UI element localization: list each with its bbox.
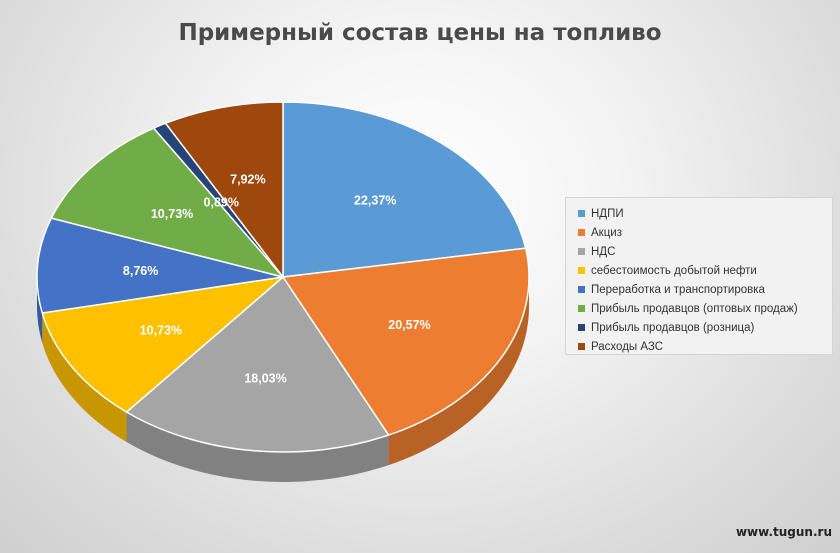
legend-label: Прибыль продавцов (розница)	[591, 321, 755, 334]
legend-swatch	[578, 229, 585, 236]
slice-side-переработка-и-транспортировка	[37, 277, 43, 344]
legend-item-прибыль-продавцов-оптовых-продаж: Прибыль продавцов (оптовых продаж)	[578, 299, 832, 318]
data-label-себестоимость-добытой-нефти: 10,73%	[140, 324, 182, 338]
legend-label: НДС	[591, 245, 616, 258]
slice-себестоимость-добытой-нефти	[41, 276, 284, 413]
legend-swatch	[578, 210, 585, 217]
pie-data-labels: 22,37% 20,57% 18,03% 10,73% 8,76% 10,73% 0,89%…	[123, 173, 431, 386]
legend-label: НДПИ	[591, 207, 624, 220]
slice-прибыль-продавцов-оптовых-продаж	[50, 127, 284, 278]
chart-title: Примерный состав цены на топливо	[178, 20, 662, 46]
data-label-переработка-и-транспортировка: 8,76%	[123, 264, 158, 278]
slice-side-ндс	[126, 412, 389, 482]
legend-item-расходы-азс: Расходы АЗС	[578, 337, 832, 356]
legend-item-акциз: Акциз	[578, 223, 832, 242]
slice-ндпи	[282, 101, 527, 278]
legend-swatch	[578, 267, 585, 274]
legend-item-переработка-и-транспортировка: Переработка и транспортировка	[578, 280, 832, 299]
legend: НДПИ Акциз НДС себестоимость добытой нефти П…	[565, 197, 833, 355]
watermark: www.tugun.ru	[735, 525, 832, 539]
legend-item-ндс: НДС	[578, 242, 832, 261]
slice-акциз	[282, 247, 530, 436]
legend-label: Прибыль продавцов (оптовых продаж)	[591, 302, 798, 315]
legend-label: себестоимость добытой нефти	[591, 264, 757, 277]
data-label-ндпи: 22,37%	[354, 194, 396, 208]
slice-side-себестоимость-добытой-нефти	[42, 313, 127, 443]
legend-swatch	[578, 305, 585, 312]
legend-item-прибыль-продавцов-розница: Прибыль продавцов (розница)	[578, 318, 832, 337]
legend-swatch	[578, 324, 585, 331]
slice-переработка-и-транспортировка	[36, 217, 284, 314]
slice-ндс	[125, 276, 390, 453]
legend-swatch	[578, 248, 585, 255]
data-label-расходы-азс: 7,92%	[230, 173, 265, 187]
data-label-прибыль-продавцов-оптовых-продаж: 10,73%	[151, 207, 193, 221]
legend-swatch	[578, 343, 585, 350]
pie-slices	[36, 101, 530, 453]
slice-расходы-азс	[164, 101, 284, 278]
data-label-прибыль-продавцов-розница: 0,89%	[204, 195, 239, 209]
pie-sides	[37, 277, 529, 482]
data-label-акциз: 20,57%	[388, 318, 430, 332]
legend-label: Расходы АЗС	[591, 340, 664, 353]
data-label-ндс: 18,03%	[244, 372, 286, 386]
legend-label: Переработка и транспортировка	[591, 283, 765, 296]
legend-item-ндпи: НДПИ	[578, 204, 832, 223]
legend-label: Акциз	[591, 226, 622, 239]
legend-swatch	[578, 286, 585, 293]
legend-item-себестоимость-добытой-нефти: себестоимость добытой нефти	[578, 261, 832, 280]
slice-side-акциз	[388, 277, 529, 466]
